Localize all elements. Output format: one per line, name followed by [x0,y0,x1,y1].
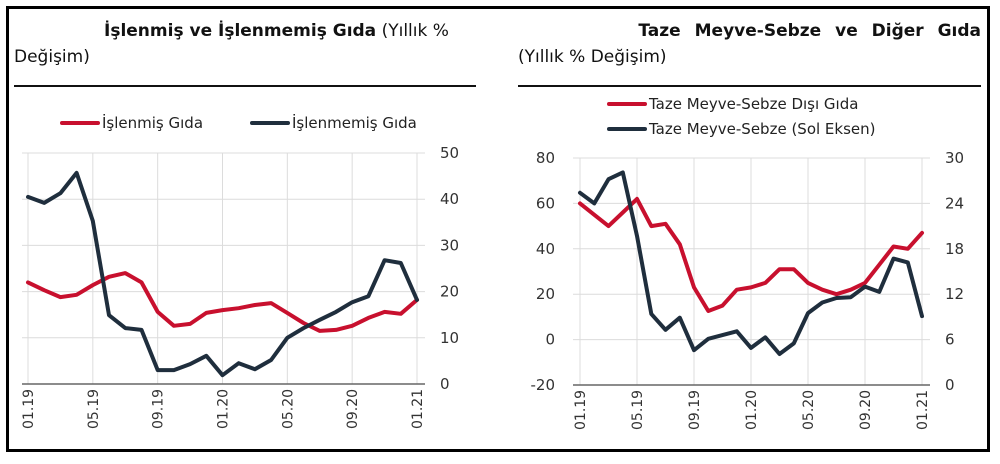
right-legend-item-dark: Taze Meyve-Sebze (Sol Eksen) [607,120,876,138]
series-line-red [26,271,419,333]
legend-swatch-dark [250,121,290,125]
y-tick-label: 20 [536,285,555,303]
y-tick-label: 30 [440,236,459,254]
right-title-rest: (Yıllık % Değişim) [518,47,667,67]
y-tick-label: 0 [545,331,555,349]
legend-swatch-red [60,121,100,125]
x-tick-label: 05.19 [86,389,102,429]
left-title-rest: (Yıllık % Değişim) [14,21,449,67]
legend-label: İşlenmemiş Gıda [292,114,417,132]
x-tick-label: 09.19 [151,389,167,429]
right-title-rule [518,85,981,87]
y-tick-label: 40 [440,190,459,208]
left-legend-item-red: İşlenmiş Gıda [60,114,203,132]
y-tick-label: 6 [945,331,955,349]
y-tick-label: 30 [945,149,964,167]
left-title-bold: İşlenmiş ve İşlenmemiş Gıda [104,21,377,41]
y-tick-label: 50 [440,144,459,162]
y-tick-label: 80 [536,149,555,167]
right-title-bold: Taze Meyve-Sebze ve Diğer Gıda [638,21,981,41]
series-line-red [578,196,924,313]
y-tick-label: 0 [945,376,955,394]
x-tick-label: 05.20 [801,390,817,430]
x-tick-label: 01.19 [21,389,37,429]
y-tick-label: 20 [440,283,459,301]
y-tick-label: 24 [945,194,964,212]
x-tick-label: 09.19 [687,390,703,430]
left-title-rule [14,85,476,87]
chart-frame [6,6,990,452]
x-tick-label: 09.20 [858,390,874,430]
y-tick-label: -20 [531,376,556,394]
y-tick-label: 12 [945,285,964,303]
x-tick-label: 01.21 [410,389,426,429]
legend-label: Taze Meyve-Sebze (Sol Eksen) [649,120,876,138]
legend-swatch-red [607,102,647,106]
x-tick-label: 09.20 [345,389,361,429]
legend-label: İşlenmiş Gıda [102,114,204,132]
x-tick-label: 05.20 [280,389,296,429]
x-tick-label: 05.19 [630,390,646,430]
y-tick-label: 40 [536,240,555,258]
y-tick-label: 60 [536,194,555,212]
x-tick-label: 01.21 [915,390,931,430]
x-tick-label: 01.19 [573,390,589,430]
series-line-dark [26,170,419,378]
legend-swatch-dark [607,127,647,131]
left-legend-item-dark: İşlenmemiş Gıda [250,114,417,132]
legend-label: Taze Meyve-Sebze Dışı Gıda [649,95,859,113]
y-tick-label: 10 [440,329,459,347]
x-tick-label: 01.20 [216,389,232,429]
right-chart-title: Taze Meyve-Sebze ve Diğer Gıda (Yıllık %… [518,18,981,70]
right-legend-item-red: Taze Meyve-Sebze Dışı Gıda [607,95,858,113]
left-chart-title: İşlenmiş ve İşlenmemiş Gıda (Yıllık % De… [14,18,474,70]
y-tick-label: 0 [440,375,450,393]
y-tick-label: 18 [945,240,964,258]
x-tick-label: 01.20 [744,390,760,430]
series-line-dark [578,170,924,356]
